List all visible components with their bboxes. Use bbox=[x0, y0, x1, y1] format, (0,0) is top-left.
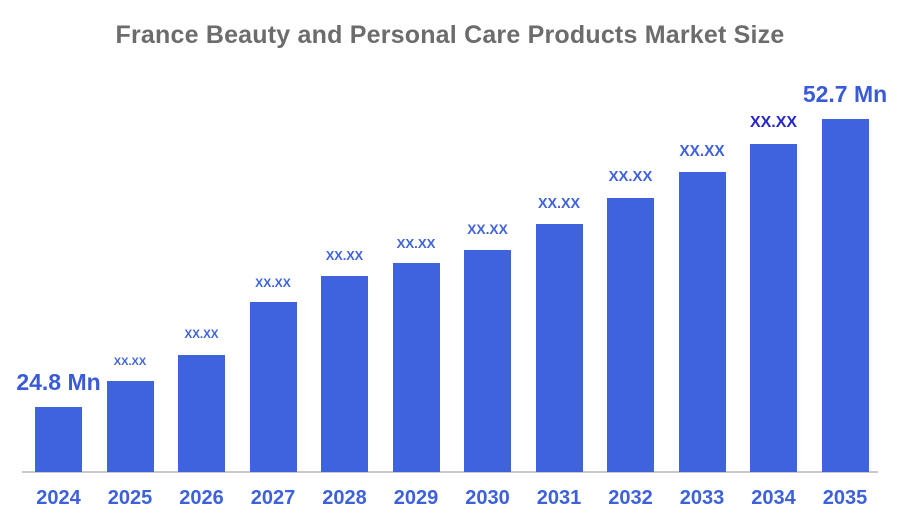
bar-2028 bbox=[321, 276, 368, 472]
bar-2025 bbox=[106, 381, 154, 472]
bar-value-label-2025: XX.XX bbox=[113, 356, 147, 368]
bar-2030 bbox=[464, 250, 511, 472]
x-tick-2030: 2030 bbox=[465, 487, 510, 509]
bar-value-label-2026: XX.XX bbox=[184, 329, 219, 342]
x-tick-2025: 2025 bbox=[107, 487, 153, 509]
x-tick-2029: 2029 bbox=[393, 487, 439, 509]
bar-2029 bbox=[392, 263, 440, 472]
bar-2032 bbox=[607, 198, 654, 472]
x-tick-2024: 2024 bbox=[36, 487, 81, 509]
bar-value-label-2030: XX.XX bbox=[467, 222, 508, 238]
bar-value-label-2035: 52.7 Mn bbox=[802, 81, 888, 107]
x-tick-2033: 2033 bbox=[679, 487, 725, 509]
x-tick-2028: 2028 bbox=[322, 487, 367, 509]
x-tick-2034: 2034 bbox=[751, 487, 796, 509]
bar-value-label-2029: XX.XX bbox=[396, 235, 436, 251]
bar-2033 bbox=[678, 172, 726, 472]
bar-value-label-2024: 24.8 Mn bbox=[16, 369, 101, 395]
bar-value-label-2031: XX.XX bbox=[537, 195, 581, 212]
bar-value-label-2027: XX.XX bbox=[255, 275, 291, 290]
bar-2027 bbox=[249, 302, 297, 472]
x-tick-2026: 2026 bbox=[179, 487, 224, 509]
bar-2031 bbox=[535, 224, 583, 472]
chart-title: France Beauty and Personal Care Products… bbox=[115, 21, 785, 49]
x-axis-line bbox=[22, 471, 878, 473]
bar-value-label-2032: XX.XX bbox=[608, 169, 653, 186]
bar-value-label-2033: XX.XX bbox=[679, 142, 725, 160]
bar-value-label-2034: XX.XX bbox=[750, 114, 797, 132]
bar-2026 bbox=[178, 355, 225, 472]
bar-value-label-2028: XX.XX bbox=[325, 249, 364, 264]
bar-2035 bbox=[821, 119, 869, 472]
x-tick-2031: 2031 bbox=[536, 487, 582, 509]
x-tick-2027: 2027 bbox=[250, 487, 296, 509]
bar-2034 bbox=[750, 144, 797, 472]
x-tick-2035: 2035 bbox=[822, 487, 868, 509]
x-tick-2032: 2032 bbox=[608, 487, 653, 509]
bar-2024 bbox=[35, 407, 82, 472]
